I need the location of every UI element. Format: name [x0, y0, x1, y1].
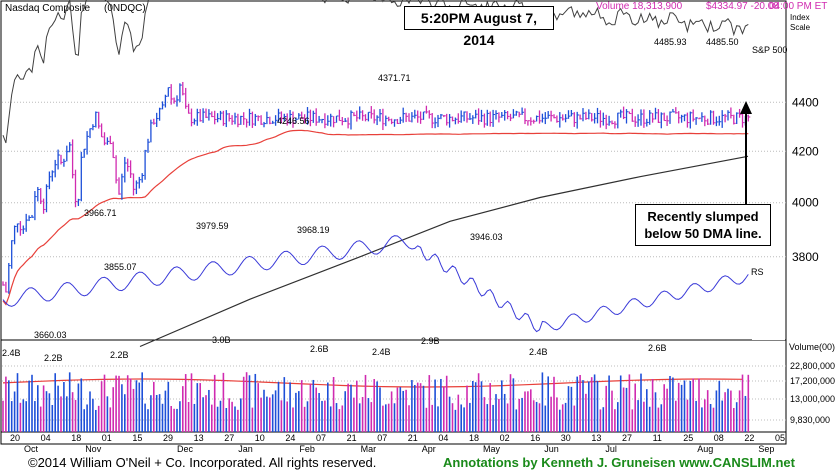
index-symbol: (0NDQC) — [104, 3, 146, 14]
volume-annotation: 2.4B — [529, 347, 548, 357]
date-month-label: Nov — [85, 444, 102, 454]
date-day-label: 13 — [591, 433, 601, 443]
copyright-text: ©2014 William O'Neil + Co. Incorporated.… — [28, 455, 377, 470]
volume-annotations: 2.4B 2.2B 2.2B 3.0B 2.6B 2.4B 2.9B 2.4B 2.6B — [2, 335, 667, 363]
annotation-credit: Annotations by Kenneth J. Gruneisen www.… — [443, 455, 795, 470]
price-tick-label: 4200 — [792, 144, 819, 158]
price-readout: $4334.97 -20.08 — [706, 1, 779, 12]
date-day-label: 04 — [41, 433, 51, 443]
date-day-label: 08 — [714, 433, 724, 443]
future-area — [752, 2, 785, 340]
volume-average-line — [2, 378, 744, 388]
date-day-label: 25 — [683, 433, 693, 443]
price-bars — [2, 81, 751, 294]
date-day-label: 18 — [469, 433, 479, 443]
price-annotation: 4485.50 — [706, 37, 739, 47]
date-day-label: 07 — [377, 433, 387, 443]
sp500-label: S&P 500 — [752, 45, 787, 55]
date-month-label: May — [483, 444, 501, 454]
date-month-label: Dec — [177, 444, 194, 454]
date-month-label: Sep — [758, 444, 774, 454]
index-name: Nasdaq Composite — [5, 3, 90, 14]
price-axis: 3800 4000 4200 4400 — [792, 95, 819, 264]
price-annotation: 4246.56 — [277, 116, 310, 126]
index-scale-label-1: Index — [790, 13, 810, 22]
rs-line — [2, 235, 749, 333]
date-month-label: Feb — [299, 444, 315, 454]
date-day-label: 04 — [438, 433, 448, 443]
price-annotation: 3946.03 — [470, 232, 503, 242]
price-annotation: 4371.71 — [378, 73, 411, 83]
callout-line-2: below 50 DMA line. — [644, 226, 762, 241]
volume-annotation: 2.6B — [310, 344, 329, 354]
volume-annotation: 2.4B — [372, 347, 391, 357]
date-day-label: 02 — [500, 433, 510, 443]
price-annotation: 3968.19 — [297, 225, 330, 235]
date-day-label: 30 — [561, 433, 571, 443]
date-day-label: 27 — [622, 433, 632, 443]
callout-line-1: Recently slumped — [647, 209, 759, 224]
date-day-label: 15 — [132, 433, 142, 443]
date-day-label: 10 — [255, 433, 265, 443]
date-day-label: 24 — [285, 433, 295, 443]
volume-bars — [2, 372, 750, 432]
sp500-line — [2, 0, 749, 144]
volume-readout: Volume 18,313,900 — [596, 1, 683, 12]
timestamp-box: 5:20PM August 7, 2014 — [404, 6, 554, 48]
volume-tick-label: 17,200,000 — [790, 376, 835, 386]
volume-annotation: 2.2B — [110, 350, 129, 360]
volume-annotation: 2.2B — [44, 353, 63, 363]
volume-annotation: 2.6B — [648, 343, 667, 353]
date-month-label: Jun — [544, 444, 559, 454]
volume-tick-label: 22,800,000 — [790, 361, 835, 371]
date-axis-frame — [0, 431, 787, 445]
index-scale-label-2: Scale — [790, 23, 811, 32]
volume-annotation: 3.0B — [212, 335, 231, 345]
ma50-line — [2, 129, 749, 306]
date-day-label: 27 — [224, 433, 234, 443]
date-day-label: 01 — [102, 433, 112, 443]
volume-axis-title: Volume(00) — [789, 342, 835, 352]
date-day-label: 13 — [194, 433, 204, 443]
volume-axis: 22,800,000 17,200,000 13,000,000 9,830,000 — [790, 361, 835, 425]
price-annotation: 3979.59 — [196, 221, 229, 231]
date-month-label: Mar — [361, 444, 377, 454]
date-month-label: Jul — [605, 444, 617, 454]
volume-tick-label: 13,000,000 — [790, 394, 835, 404]
date-day-label: 21 — [408, 433, 418, 443]
date-day-label: 07 — [316, 433, 326, 443]
price-annotation: 3660.03 — [34, 330, 67, 340]
callout-arrow-head — [740, 101, 752, 114]
ma200-line — [139, 155, 749, 348]
price-annotation: 4485.93 — [654, 37, 687, 47]
date-day-label: 21 — [347, 433, 357, 443]
volume-annotation: 2.9B — [421, 336, 440, 346]
volume-tick-label: 9,830,000 — [790, 415, 830, 425]
price-annotations: 3660.03 3855.07 3966.71 3979.59 4246.56 3968.… — [34, 37, 739, 340]
date-month-label: Oct — [24, 444, 39, 454]
volume-annotation: 2.4B — [2, 348, 21, 358]
price-panel-frame — [0, 0, 787, 341]
date-day-label: 29 — [163, 433, 173, 443]
date-day-label: 05 — [775, 433, 785, 443]
date-day-label: 11 — [653, 433, 662, 443]
date-day-label: 18 — [71, 433, 81, 443]
time-readout: 04:00 PM ET — [769, 1, 827, 12]
date-day-label: 16 — [530, 433, 540, 443]
date-month-label: Jan — [238, 444, 253, 454]
price-tick-label: 4000 — [792, 196, 819, 210]
callout-box: Recently slumped below 50 DMA line. — [635, 204, 771, 246]
date-month-label: Aug — [697, 444, 713, 454]
date-day-label: 20 — [10, 433, 20, 443]
price-tick-label: 4400 — [792, 95, 819, 109]
date-month-label: Apr — [422, 444, 436, 454]
date-day-label: 22 — [744, 433, 754, 443]
price-annotation: 3855.07 — [104, 262, 137, 272]
rs-label: RS — [751, 267, 764, 277]
price-tick-label: 3800 — [792, 250, 819, 264]
price-annotation: 3966.71 — [84, 208, 117, 218]
